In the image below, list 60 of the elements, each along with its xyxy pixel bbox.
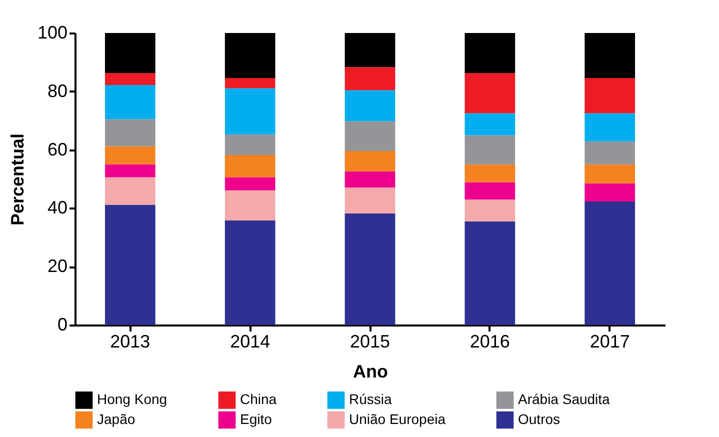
- legend-label: Egito: [240, 411, 272, 427]
- x-tick-label: 2016: [470, 332, 510, 352]
- bar: [104, 204, 156, 325]
- bar: [344, 213, 396, 325]
- bar: [104, 119, 156, 146]
- x-tick-label: 2015: [350, 332, 390, 352]
- bar: [224, 155, 276, 178]
- bar: [224, 78, 276, 88]
- legend-label: Outros: [518, 411, 560, 427]
- legend-label: Japão: [97, 411, 136, 427]
- y-tick-label: 0: [57, 314, 68, 334]
- x-tick-label: 2014: [230, 332, 270, 352]
- bar: [344, 150, 396, 172]
- y-tick-label: 80: [47, 80, 68, 101]
- y-tick-label: 40: [47, 198, 68, 218]
- bar: [584, 78, 636, 114]
- bar: [584, 141, 636, 164]
- bar: [344, 67, 396, 90]
- y-tick-label: 60: [47, 139, 68, 160]
- bar: [344, 33, 396, 68]
- bar: [584, 164, 636, 184]
- bar: [224, 33, 276, 78]
- legend-label: Rússia: [349, 391, 392, 408]
- x-tick-label: 2013: [110, 332, 150, 352]
- bar: [344, 187, 396, 214]
- bar: [344, 90, 396, 122]
- bar: [464, 73, 516, 114]
- x-axis-title: Ano: [353, 362, 388, 382]
- y-tick-label: 100: [37, 22, 68, 42]
- legend-label: Hong Kong: [97, 391, 168, 408]
- y-tick-label: 20: [47, 256, 68, 276]
- bar: [464, 199, 516, 222]
- bar: [464, 164, 516, 182]
- y-axis-title: Percentual: [7, 133, 28, 226]
- bar: [584, 201, 636, 325]
- bar: [224, 177, 276, 190]
- bar: [464, 135, 516, 164]
- bar: [584, 33, 636, 78]
- legend-label: China: [240, 391, 277, 408]
- bar: [224, 190, 276, 220]
- bar: [344, 171, 396, 188]
- bar: [464, 33, 516, 74]
- bar: [104, 73, 156, 85]
- bar: [224, 134, 276, 156]
- bar: [464, 182, 516, 200]
- bar: [104, 164, 156, 178]
- bar: [104, 177, 156, 205]
- bar: [584, 113, 636, 142]
- bar: [464, 113, 516, 136]
- legend-label: Arábia Saudita: [518, 391, 610, 408]
- bar: [224, 220, 276, 325]
- legend-label: União Europeia: [349, 411, 446, 427]
- x-tick-label: 2017: [590, 332, 630, 352]
- bar: [344, 121, 396, 151]
- bar: [224, 88, 276, 134]
- bar: [584, 183, 636, 202]
- bar: [104, 146, 156, 164]
- bar: [104, 33, 156, 74]
- bar: [464, 221, 516, 325]
- bar: [104, 84, 156, 120]
